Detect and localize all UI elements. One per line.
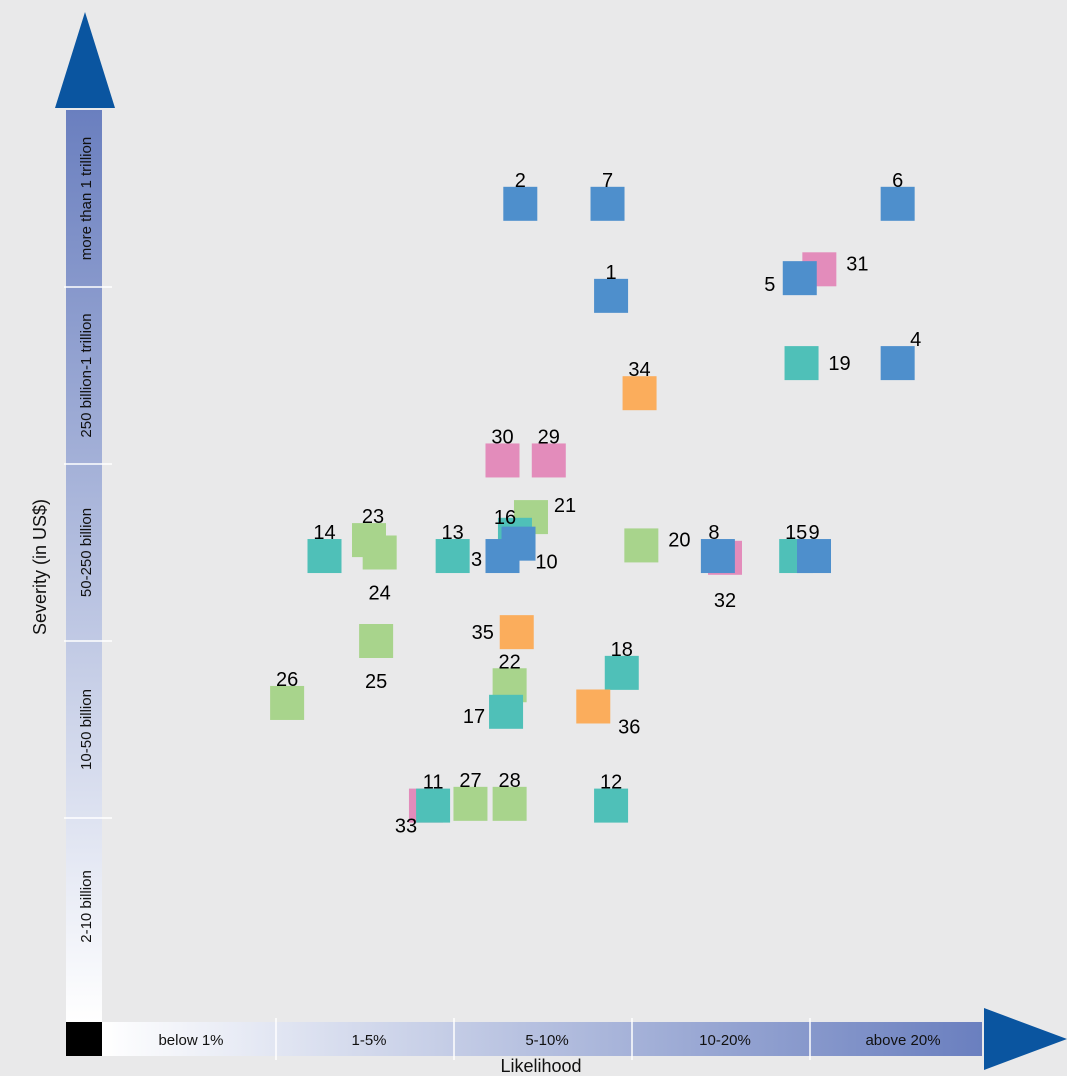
risk-marker-14 — [307, 539, 342, 574]
risk-marker-19 — [784, 346, 819, 381]
risk-marker-1 — [594, 278, 629, 313]
y-axis-band — [66, 110, 102, 1022]
risk-marker-29 — [531, 443, 566, 478]
risk-label-4: 4 — [910, 329, 921, 351]
risk-label-7: 7 — [602, 170, 613, 192]
x-band-label: above 20% — [865, 1032, 940, 1049]
risk-label-31: 31 — [846, 253, 868, 275]
y-band-label: 2-10 billion — [78, 870, 95, 943]
risk-label-30: 30 — [491, 426, 513, 448]
x-band-label: below 1% — [158, 1032, 223, 1049]
x-axis-title: Likelihood — [500, 1056, 581, 1076]
risk-label-22: 22 — [498, 651, 520, 673]
risk-label-17: 17 — [463, 706, 485, 728]
x-axis-dividers — [275, 1018, 811, 1060]
risk-marker-27 — [453, 786, 488, 821]
risk-marker-25 — [359, 624, 394, 658]
risk-label-26: 26 — [276, 669, 298, 691]
risk-marker-35 — [499, 615, 534, 650]
risk-label-16: 16 — [494, 507, 516, 529]
risk-marker-30 — [485, 443, 520, 478]
risk-label-11: 11 — [423, 772, 444, 794]
risk-label-23: 23 — [362, 506, 384, 528]
risk-label-2: 2 — [515, 170, 526, 192]
risk-marker-4 — [880, 346, 915, 381]
risk-label-5: 5 — [764, 274, 775, 296]
y-band-label: 50-250 billion — [78, 508, 95, 597]
risk-marker-18 — [604, 655, 639, 690]
y-band-label: 250 billion-1 trillion — [78, 313, 95, 437]
risk-label-18: 18 — [611, 639, 633, 661]
risk-label-8: 8 — [708, 522, 719, 544]
risk-marker-13 — [435, 539, 470, 574]
risk-label-34: 34 — [628, 359, 650, 381]
x-band-label: 1-5% — [351, 1032, 386, 1049]
risk-marker-8 — [700, 539, 735, 574]
risk-marker-7 — [590, 186, 625, 221]
risk-label-13: 13 — [442, 522, 464, 544]
risk-label-24: 24 — [369, 583, 391, 605]
risk-label-28: 28 — [498, 770, 520, 792]
risk-marker-24 — [362, 535, 397, 570]
risk-label-33: 33 — [395, 816, 417, 838]
risk-marker-36 — [576, 689, 611, 724]
risk-label-15: 15 — [785, 522, 807, 544]
x-axis-arrowhead — [984, 1008, 1067, 1070]
risk-marker-12 — [594, 788, 629, 823]
risk-label-36: 36 — [618, 716, 640, 738]
y-axis-title: Severity (in US$) — [30, 499, 50, 635]
risk-marker-11 — [416, 788, 451, 823]
risk-label-12: 12 — [600, 772, 622, 794]
risk-marker-20 — [624, 528, 659, 563]
y-axis-arrowhead — [55, 12, 115, 108]
risk-label-6: 6 — [892, 170, 903, 192]
risk-marker-34 — [622, 376, 657, 411]
risk-label-27: 27 — [459, 770, 481, 792]
risk-label-10: 10 — [535, 552, 557, 574]
risk-marker-26 — [270, 685, 305, 720]
risk-label-20: 20 — [668, 529, 690, 551]
risk-marker-3 — [485, 539, 520, 574]
y-axis-dividers — [64, 286, 112, 819]
risk-label-21: 21 — [554, 495, 576, 517]
origin-block — [66, 1022, 102, 1056]
risk-label-29: 29 — [538, 426, 560, 448]
risk-label-35: 35 — [472, 622, 494, 644]
risk-label-14: 14 — [313, 522, 335, 544]
risk-markers — [270, 186, 915, 823]
y-axis-band-labels: 2-10 billion 10-50 billion 50-250 billion 2… — [78, 137, 95, 943]
risk-marker-5 — [782, 261, 817, 296]
risk-marker-28 — [492, 786, 527, 821]
risk-label-25: 25 — [365, 671, 387, 693]
risk-marker-17 — [489, 694, 524, 729]
y-band-label: more than 1 trillion — [78, 137, 95, 260]
x-axis-band-labels: below 1% 1-5% 5-10% 10-20% above 20% — [158, 1032, 940, 1049]
x-band-label: 5-10% — [525, 1032, 568, 1049]
x-band-label: 10-20% — [699, 1032, 751, 1049]
risk-label-1: 1 — [606, 262, 617, 284]
y-band-label: 10-50 billion — [78, 689, 95, 770]
risk-label-9: 9 — [808, 522, 819, 544]
risk-label-3: 3 — [471, 549, 482, 571]
risk-marker-9 — [797, 539, 831, 574]
risk-marker-6 — [880, 186, 915, 221]
x-axis-band — [102, 1022, 982, 1056]
risk-label-32: 32 — [714, 590, 736, 612]
risk-label-19: 19 — [828, 353, 850, 375]
risk-marker-2 — [503, 186, 538, 221]
